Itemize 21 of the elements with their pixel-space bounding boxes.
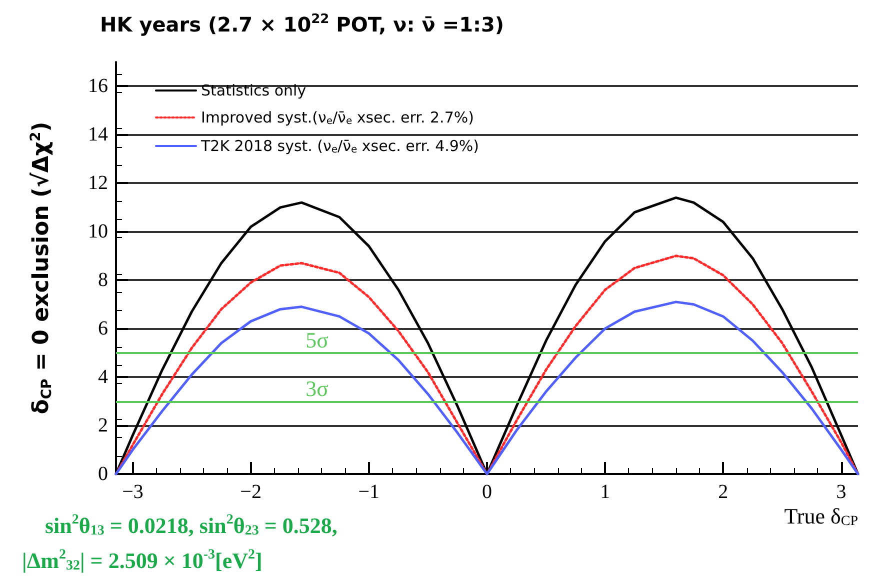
y-tick-label: 0 [98, 463, 108, 485]
x-tick-label: 1 [600, 481, 610, 503]
x-tick-label: −2 [240, 481, 262, 503]
y-tick-label: 4 [98, 366, 108, 388]
x-tick-label: 0 [482, 481, 492, 503]
y-tick-label: 16 [88, 75, 108, 98]
y-tick-label: 12 [88, 172, 108, 194]
x-tick-label: 2 [718, 481, 728, 503]
x-axis-title: True δCP [784, 504, 858, 529]
ref-line-label: 3σ [306, 376, 329, 401]
x-tick-label: 3 [836, 481, 846, 503]
y-axis-title: δCP = 0 exclusion (√Δχ2) [28, 122, 55, 414]
ref-line-label: 5σ [306, 327, 329, 352]
y-tick-label: 6 [98, 318, 108, 340]
y-tick-label: 10 [88, 220, 108, 243]
legend-label: Statistics only [201, 82, 306, 100]
x-tick-label: −3 [122, 481, 144, 503]
y-tick-label: 8 [98, 269, 108, 292]
y-tick-label: 2 [98, 414, 108, 437]
x-tick-label: −1 [358, 481, 380, 503]
y-tick-label: 14 [88, 124, 108, 146]
